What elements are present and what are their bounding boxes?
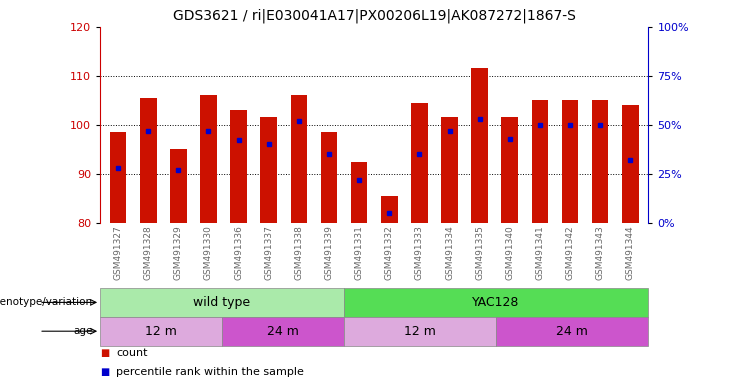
Text: YAC128: YAC128: [472, 296, 519, 309]
Bar: [230, 110, 247, 223]
Text: ■: ■: [100, 367, 109, 377]
Bar: [622, 105, 639, 223]
Bar: [562, 100, 578, 223]
Bar: [140, 98, 156, 223]
Bar: [441, 118, 458, 223]
Bar: [100, 288, 344, 317]
Bar: [290, 95, 308, 223]
Bar: [531, 100, 548, 223]
Text: wild type: wild type: [193, 296, 250, 309]
Bar: [170, 149, 187, 223]
Bar: [502, 118, 518, 223]
Text: genotype/variation: genotype/variation: [0, 297, 93, 308]
Text: percentile rank within the sample: percentile rank within the sample: [116, 367, 305, 377]
Bar: [321, 132, 337, 223]
Bar: [471, 68, 488, 223]
Bar: [344, 288, 648, 317]
Title: GDS3621 / ri|E030041A17|PX00206L19|AK087272|1867-S: GDS3621 / ri|E030041A17|PX00206L19|AK087…: [173, 9, 576, 23]
Bar: [100, 317, 222, 346]
Text: age: age: [73, 326, 93, 336]
Text: 12 m: 12 m: [404, 325, 436, 338]
Bar: [592, 100, 608, 223]
Bar: [411, 103, 428, 223]
Text: 12 m: 12 m: [145, 325, 177, 338]
Text: 24 m: 24 m: [556, 325, 588, 338]
Bar: [350, 162, 368, 223]
Bar: [110, 132, 127, 223]
Bar: [261, 118, 277, 223]
Bar: [381, 196, 398, 223]
Text: count: count: [116, 348, 148, 358]
Bar: [344, 317, 496, 346]
Text: 24 m: 24 m: [267, 325, 299, 338]
Text: ■: ■: [100, 348, 109, 358]
Bar: [222, 317, 344, 346]
Bar: [496, 317, 648, 346]
Bar: [200, 95, 217, 223]
